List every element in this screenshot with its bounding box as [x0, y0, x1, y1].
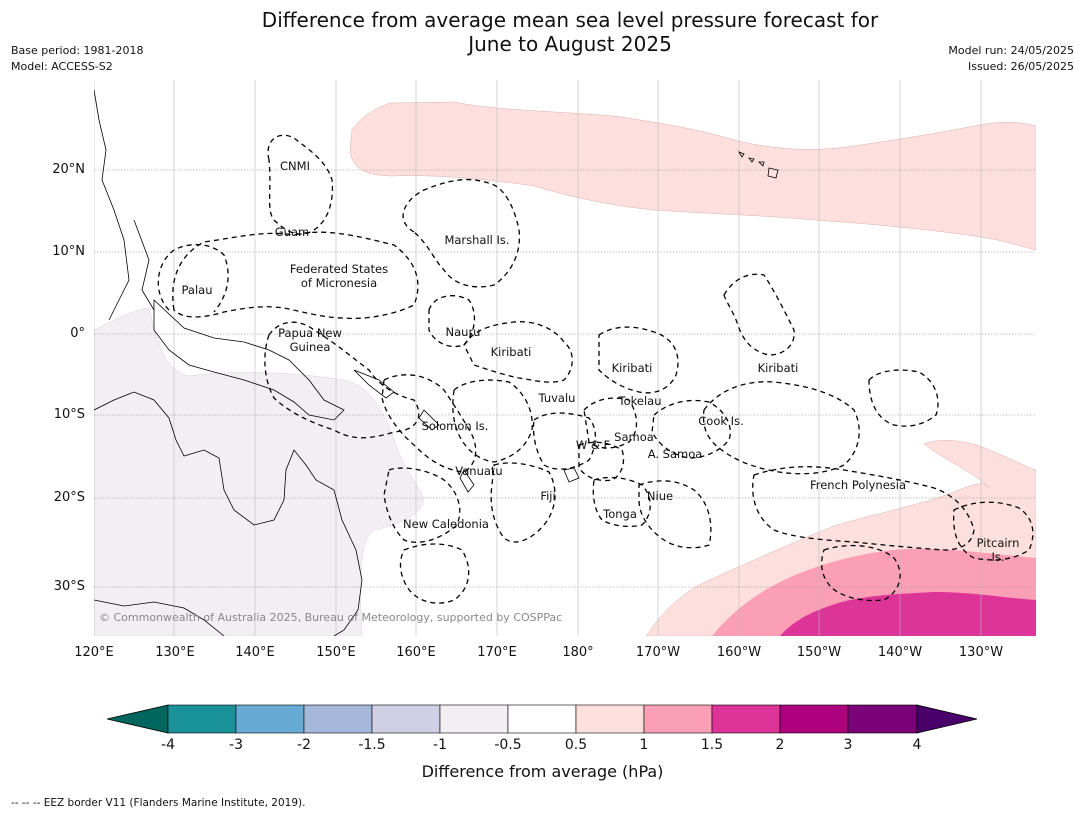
lon-label: 130°W	[958, 645, 1004, 660]
colorbar-segment	[779, 704, 849, 734]
label-fsm-line-2: of Micronesia	[301, 276, 377, 290]
lon-label: 170°E	[477, 645, 517, 660]
colorbar-segment	[643, 704, 713, 734]
run-info: Model run: 24/05/2025 Issued: 26/05/2025	[948, 43, 1074, 75]
colorbar-segment	[439, 704, 509, 734]
label-guam: Guam	[275, 225, 309, 239]
label-kiribati-east: Kiribati	[758, 361, 799, 375]
colorbar-tick: 4	[912, 737, 922, 753]
label-tokelau: Tokelau	[618, 394, 662, 408]
colorbar-tick: 1.5	[700, 737, 724, 753]
lon-label: 170°W	[635, 645, 681, 660]
colorbar-tick: 3	[843, 737, 853, 753]
map-panel: CNMI Guam Marshall Is. Palau Federated S…	[94, 80, 1036, 636]
lon-label: 160°W	[716, 645, 762, 660]
title-line-1: Difference from average mean sea level p…	[261, 8, 879, 32]
anomaly-north-positive	[349, 101, 1036, 251]
label-new-caledonia: New Caledonia	[403, 517, 489, 531]
colorbar-segment	[371, 704, 441, 734]
colorbar-tick: -0.5	[494, 737, 522, 753]
anomaly-southeast-1-5hpa	[780, 592, 1036, 636]
base-period: Base period: 1981-2018	[11, 44, 144, 57]
eez-footnote: -- -- -- EEZ border V11 (Flanders Marine…	[11, 797, 306, 809]
label-palau: Palau	[182, 283, 213, 297]
lon-label: 150°E	[316, 645, 356, 660]
colorbar	[107, 704, 978, 734]
lon-label: 130°E	[155, 645, 195, 660]
colorbar-tick: -4	[161, 737, 175, 753]
lon-label: 150°W	[796, 645, 842, 660]
place-labels: CNMI Guam Marshall Is. Palau Federated S…	[182, 159, 1020, 564]
label-niue: Niue	[647, 489, 673, 503]
label-french-polynesia: French Polynesia	[810, 478, 906, 492]
colorbar-segment	[711, 704, 781, 734]
eez-borders	[157, 134, 1034, 604]
colorbar-tick: -1	[433, 737, 447, 753]
label-solomon-islands: Solomon Is.	[422, 419, 489, 433]
label-cook-islands: Cook Is.	[698, 414, 743, 428]
label-kiribati-west: Kiribati	[491, 345, 532, 359]
colorbar-tick: -1.5	[358, 737, 386, 753]
colorbar-tick: 0.5	[564, 737, 588, 753]
model-run-date: Model run: 24/05/2025	[948, 44, 1074, 57]
lat-label: 30°S	[53, 579, 85, 594]
map-title: Difference from average mean sea level p…	[0, 8, 1085, 56]
colorbar-segment	[847, 704, 918, 734]
colorbar-segment	[235, 704, 305, 734]
lon-label: 180°	[562, 645, 594, 660]
colorbar-tick: 1	[639, 737, 649, 753]
latitude-lines	[94, 169, 1036, 588]
lat-label: 10°N	[52, 244, 85, 259]
colorbar-high-extension	[916, 704, 978, 734]
label-samoa: Samoa	[614, 430, 654, 444]
label-png-line-1: Papua New	[278, 326, 342, 340]
label-tuvalu: Tuvalu	[538, 391, 576, 405]
colorbar-tick: -3	[229, 737, 243, 753]
label-nauru: Nauru	[446, 325, 481, 339]
lat-label: 20°N	[52, 162, 85, 177]
colorbar-segments	[167, 704, 918, 734]
colorbar-segment	[303, 704, 373, 734]
graticule	[94, 80, 982, 636]
colorbar-segment	[575, 704, 645, 734]
colorbar-tick: 2	[775, 737, 785, 753]
label-wallis-futuna: W & F	[576, 438, 610, 452]
label-fiji: Fiji	[540, 489, 555, 503]
anomaly-australia-negative	[94, 307, 425, 636]
copyright-notice: © Commonwealth of Australia 2025, Bureau…	[99, 611, 562, 624]
colorbar-segment	[507, 704, 577, 734]
colorbar-low-extension	[107, 704, 169, 734]
label-tonga: Tonga	[602, 507, 637, 521]
lat-label: 0°	[70, 326, 85, 341]
lon-label: 160°E	[396, 645, 436, 660]
lon-label: 120°E	[74, 645, 114, 660]
lon-label: 140°W	[877, 645, 923, 660]
colorbar-tick: -2	[297, 737, 311, 753]
label-vanuatu: Vanuatu	[455, 464, 502, 478]
hawaii-islands	[738, 151, 779, 179]
label-american-samoa: A. Samoa	[648, 447, 703, 461]
lat-label: 10°S	[53, 407, 85, 422]
label-png-line-2: Guinea	[290, 340, 331, 354]
label-pitcairn-line-1: Pitcairn	[977, 536, 1020, 550]
label-pitcairn-line-2: Is.	[991, 550, 1004, 564]
lon-label: 140°E	[235, 645, 275, 660]
colorbar-segment	[167, 704, 237, 734]
label-fsm-line-1: Federated States	[290, 262, 388, 276]
label-cnmi: CNMI	[280, 159, 310, 173]
colorbar-label: Difference from average (hPa)	[421, 762, 664, 781]
model-info: Base period: 1981-2018 Model: ACCESS-S2	[11, 43, 143, 75]
label-marshall-islands: Marshall Is.	[444, 233, 509, 247]
coastlines	[94, 89, 580, 636]
model-name: Model: ACCESS-S2	[11, 60, 113, 73]
title-line-2: June to August 2025	[468, 32, 672, 56]
label-kiribati-central: Kiribati	[612, 361, 653, 375]
lat-label: 20°S	[53, 490, 85, 505]
issued-date: Issued: 26/05/2025	[967, 60, 1074, 73]
